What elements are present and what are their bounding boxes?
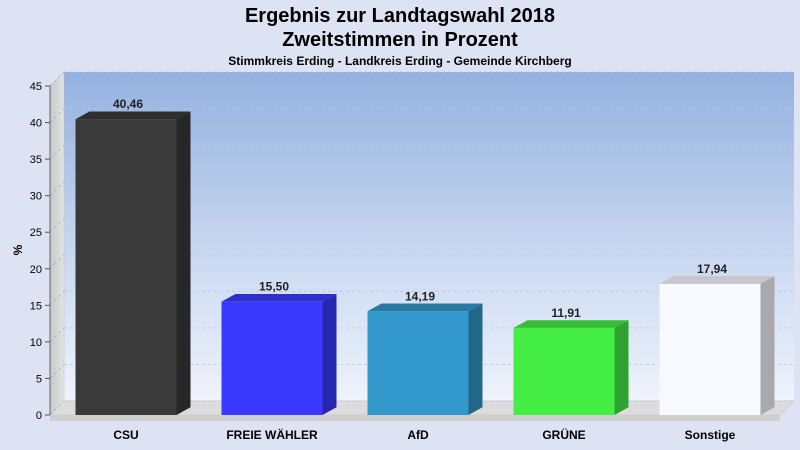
y-tick-label: 20: [30, 264, 42, 276]
bar: 11,91: [513, 306, 629, 415]
chart-region-subtitle: Stimmkreis Erding - Landkreis Erding - G…: [228, 54, 572, 68]
x-tick-label: AfD: [407, 428, 429, 442]
bar-top: [221, 293, 337, 302]
bar-value-label: 15,50: [259, 280, 289, 294]
y-tick-label: 35: [30, 154, 42, 166]
bar-top: [75, 111, 191, 120]
y-axis-label: %: [11, 244, 25, 255]
x-tick-label: GRÜNE: [542, 427, 585, 442]
bar: 15,50: [221, 280, 337, 415]
bar-top: [659, 276, 775, 284]
bar: 17,94: [659, 262, 775, 415]
bar-side: [468, 303, 483, 415]
bar-front: [367, 311, 469, 415]
y-tick-label: 40: [30, 118, 42, 130]
bar-front: [513, 327, 615, 415]
x-tick-label: FREIE WÄHLER: [226, 427, 318, 442]
chart-subtitle: Zweitstimmen in Prozent: [282, 29, 518, 51]
bar-value-label: 11,91: [551, 306, 581, 320]
floor-edge: [50, 415, 780, 421]
bar: 40,46: [75, 97, 191, 416]
chart-title: Ergebnis zur Landtagswahl 2018: [244, 5, 556, 27]
x-tick-label: CSU: [113, 428, 138, 442]
bar-value-label: 17,94: [697, 262, 727, 276]
bar-top: [513, 320, 629, 328]
y-tick-label: 5: [36, 373, 42, 385]
bar-top: [367, 303, 483, 312]
bars: 40,46 15,50 14,19 11,91 17,94: [75, 97, 775, 416]
x-axis: CSU FREIE WÄHLER AfD GRÜNE Sonstige: [113, 427, 735, 442]
bar: 14,19: [367, 289, 483, 415]
bar-side: [760, 276, 775, 415]
y-tick-label: 15: [30, 300, 42, 312]
y-tick-label: 45: [30, 81, 42, 93]
bar-front: [659, 283, 761, 415]
y-tick-label: 25: [30, 227, 42, 239]
y-axis: 0 5 10 15 20 25 30 35 40 45%: [11, 81, 51, 422]
bar-side: [176, 111, 191, 416]
bar-front: [221, 301, 323, 415]
bar-value-label: 14,19: [405, 289, 435, 303]
y-tick-label: 30: [30, 191, 42, 203]
y-tick-label: 10: [30, 337, 42, 349]
bar-side: [614, 320, 629, 415]
bar-value-label: 40,46: [113, 97, 143, 111]
x-tick-label: Sonstige: [685, 428, 736, 442]
bar-front: [75, 119, 177, 415]
bar-side: [322, 293, 337, 415]
left-wall: [49, 71, 65, 416]
y-tick-label: 0: [36, 410, 42, 422]
